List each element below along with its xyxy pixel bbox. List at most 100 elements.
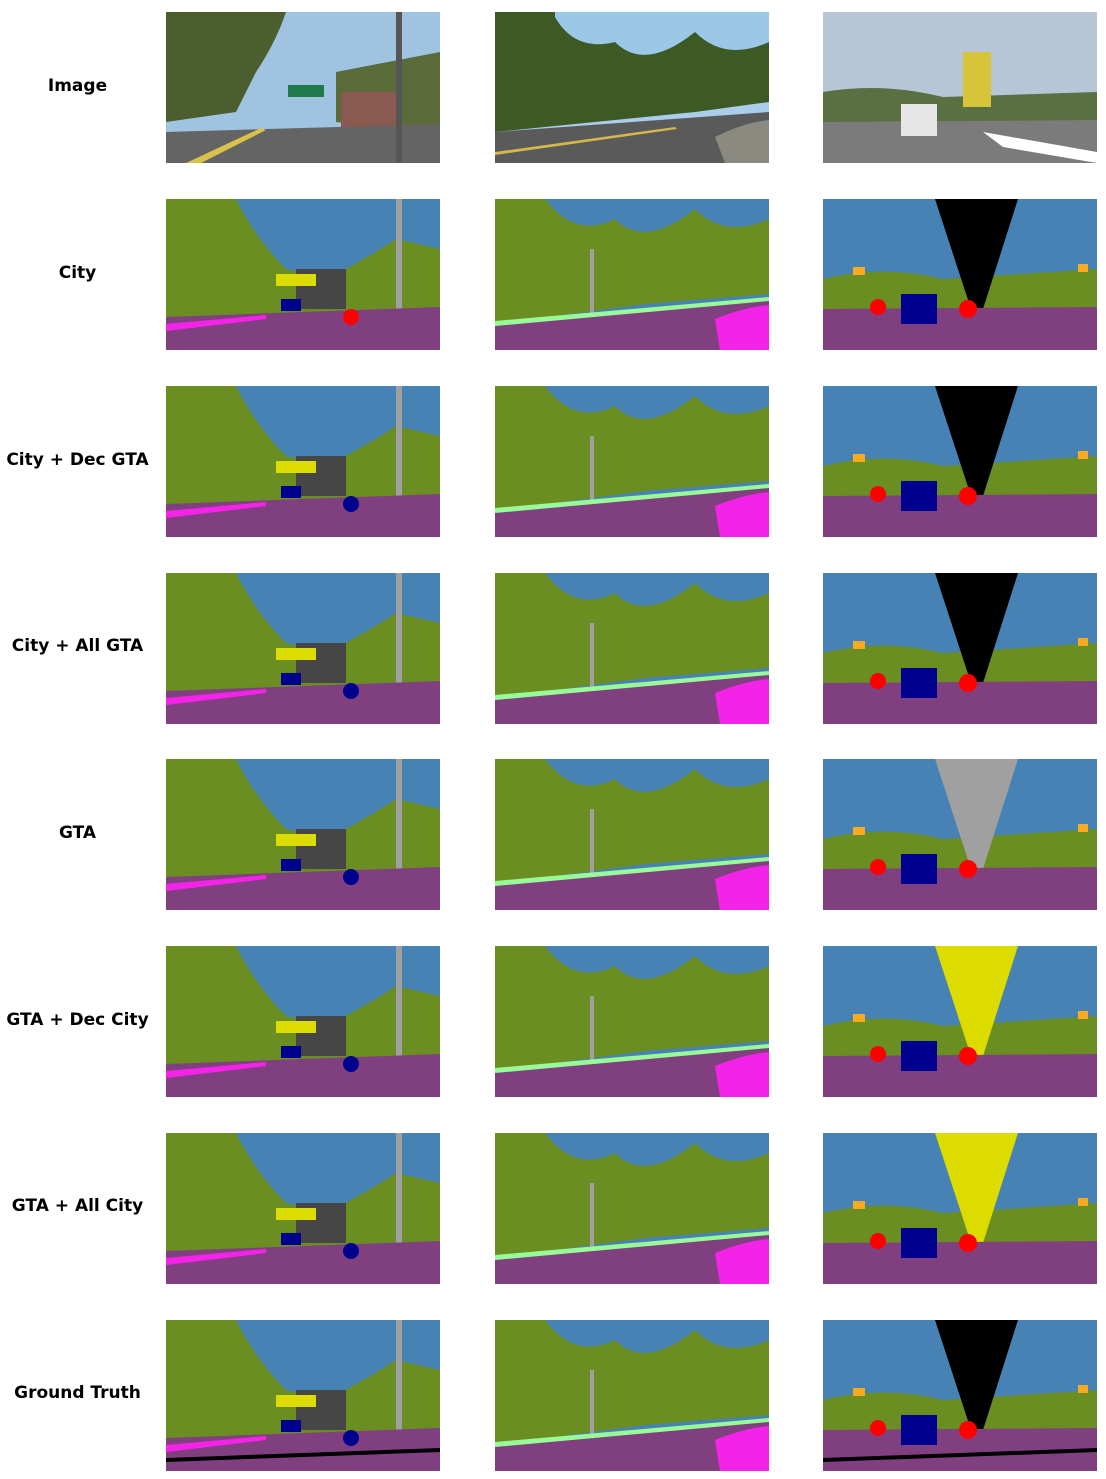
region	[166, 1249, 266, 1265]
region	[396, 1133, 402, 1258]
segmentation-panel-r3-c2	[823, 573, 1097, 724]
region	[545, 386, 769, 419]
region	[823, 867, 1097, 910]
region	[823, 643, 1097, 688]
region	[343, 496, 359, 512]
region	[959, 300, 977, 318]
region	[963, 52, 991, 107]
region	[823, 1016, 1097, 1061]
region	[281, 1046, 301, 1058]
row-label-city: City	[58, 263, 97, 283]
region	[823, 1448, 1097, 1462]
region	[276, 1021, 316, 1033]
region	[935, 386, 1018, 496]
region	[823, 1428, 1097, 1471]
segmentation-panel-r5-c2	[823, 946, 1097, 1097]
region	[276, 648, 316, 660]
region	[590, 1370, 594, 1440]
region	[276, 1395, 316, 1407]
region	[870, 673, 886, 689]
region	[823, 494, 1097, 537]
region	[495, 1420, 769, 1471]
region	[823, 1203, 1097, 1248]
input-image-r0-c2	[823, 12, 1097, 163]
region	[288, 85, 324, 97]
region	[935, 573, 1018, 683]
region	[495, 1231, 769, 1260]
region	[959, 1234, 977, 1252]
region	[495, 386, 769, 511]
region	[166, 12, 286, 122]
region	[823, 1390, 1097, 1435]
region	[590, 623, 594, 693]
region	[276, 834, 316, 846]
segmentation-panel-r2-c1	[495, 386, 769, 537]
region	[1078, 451, 1088, 459]
segmentation-panel-r1-c0	[166, 199, 440, 350]
region	[853, 267, 865, 275]
region	[823, 1054, 1097, 1097]
region	[166, 573, 440, 698]
region	[545, 759, 769, 792]
region	[590, 1183, 594, 1253]
region	[495, 1320, 769, 1445]
region	[935, 199, 1018, 309]
region	[823, 120, 1097, 163]
region	[853, 454, 865, 462]
region	[396, 1320, 402, 1445]
segmentation-panel-r5-c1	[495, 946, 769, 1097]
segmentation-panel-r4-c2	[823, 759, 1097, 910]
region	[166, 681, 440, 724]
region	[495, 673, 769, 724]
region	[281, 1420, 301, 1432]
region	[870, 859, 886, 875]
region	[555, 12, 769, 55]
segmentation-panel-r4-c1	[495, 759, 769, 910]
row-label-gta: GTA	[58, 823, 97, 843]
region	[545, 1320, 769, 1353]
region	[715, 305, 769, 350]
region	[715, 120, 769, 163]
row-label-city-dec-gta: City + Dec GTA	[6, 450, 149, 470]
region	[495, 857, 769, 886]
region	[343, 869, 359, 885]
region	[495, 946, 769, 1071]
row-label-gta-dec-city: GTA + Dec City	[6, 1010, 149, 1030]
segmentation-panel-r4-c0	[166, 759, 440, 910]
region	[276, 1208, 316, 1220]
region	[823, 681, 1097, 724]
input-image-r0-c1	[495, 12, 769, 163]
segmentation-panel-r6-c1	[495, 1133, 769, 1284]
region	[853, 827, 865, 835]
segmentation-panel-r2-c0	[166, 386, 440, 537]
region	[276, 274, 316, 286]
region	[545, 199, 769, 232]
region	[281, 299, 301, 311]
region	[396, 386, 402, 511]
region	[166, 502, 266, 518]
segmentation-panel-r5-c0	[166, 946, 440, 1097]
region	[166, 1133, 440, 1258]
segmentation-panel-r1-c2	[823, 199, 1097, 350]
region	[495, 484, 769, 513]
region	[1078, 264, 1088, 272]
region	[396, 12, 402, 163]
row-label-image: Image	[47, 76, 108, 96]
region	[1078, 638, 1088, 646]
region	[166, 494, 440, 537]
region	[959, 674, 977, 692]
region	[590, 249, 594, 319]
region	[281, 673, 301, 685]
region	[166, 386, 440, 511]
region	[901, 668, 937, 698]
region	[959, 1047, 977, 1065]
region	[901, 1041, 937, 1071]
region	[343, 1056, 359, 1072]
region	[545, 1133, 769, 1166]
region	[715, 492, 769, 537]
region	[545, 573, 769, 606]
region	[823, 88, 1097, 127]
region	[853, 641, 865, 649]
region	[396, 946, 402, 1071]
region	[901, 294, 937, 324]
